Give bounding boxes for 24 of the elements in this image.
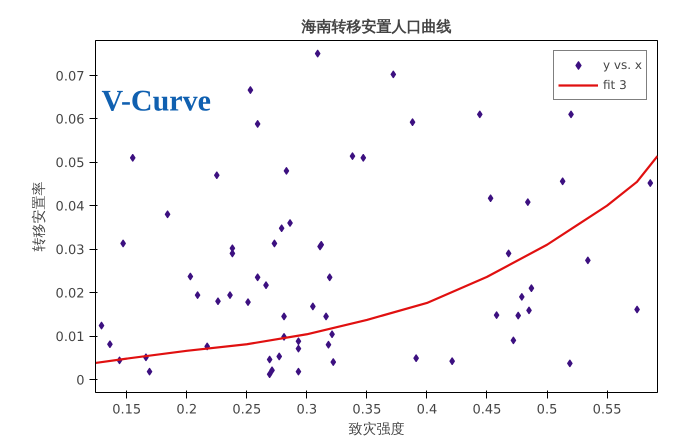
chart-title: 海南转移安置人口曲线 [300,18,452,36]
y-tick-label: 0.04 [56,200,85,215]
y-tick-label: 0.05 [56,156,85,172]
legend-label: y vs. x [603,58,642,72]
y-tick-label: 0.02 [56,286,85,302]
line-series [96,154,658,364]
y-axis-title: 转移安置率 [32,182,48,252]
y-tick-label: 0.01 [56,330,85,346]
y-tick-label: 0 [76,373,85,388]
x-tick-label: 0.3 [296,402,318,418]
y-tick-label: 0.07 [56,69,85,84]
x-tick-label: 0.4 [416,402,438,418]
x-tick-label: 0.25 [232,402,262,418]
x-tick-label: 0.45 [472,402,502,418]
x-tick-label: 0.35 [352,402,382,418]
legend-label: fit 3 [603,78,627,92]
x-axis-title: 致灾强度 [348,422,404,438]
annotation: V-Curve [102,84,211,118]
y-tick-label: 0.06 [56,112,85,128]
x-tick-label: 0.5 [536,402,558,418]
x-tick-label: 0.55 [592,402,622,418]
x-tick-label: 0.15 [112,402,142,418]
y-tick-label: 0.03 [56,243,85,258]
x-tick-label: 0.2 [176,402,198,418]
